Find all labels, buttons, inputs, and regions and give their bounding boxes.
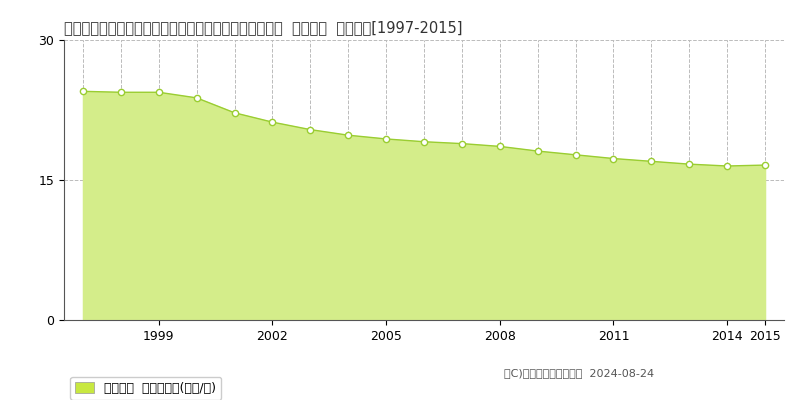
Text: 愛知県名古屋市港区南陽町大字西福田字丸山４３番１外  基準地価  地価推移[1997-2015]: 愛知県名古屋市港区南陽町大字西福田字丸山４３番１外 基準地価 地価推移[1997…: [64, 20, 462, 35]
Legend: 基準地価  平均坪単価(万円/坪): 基準地価 平均坪単価(万円/坪): [70, 377, 221, 400]
Text: （C)土地価格ドットコム  2024-08-24: （C)土地価格ドットコム 2024-08-24: [504, 368, 654, 378]
